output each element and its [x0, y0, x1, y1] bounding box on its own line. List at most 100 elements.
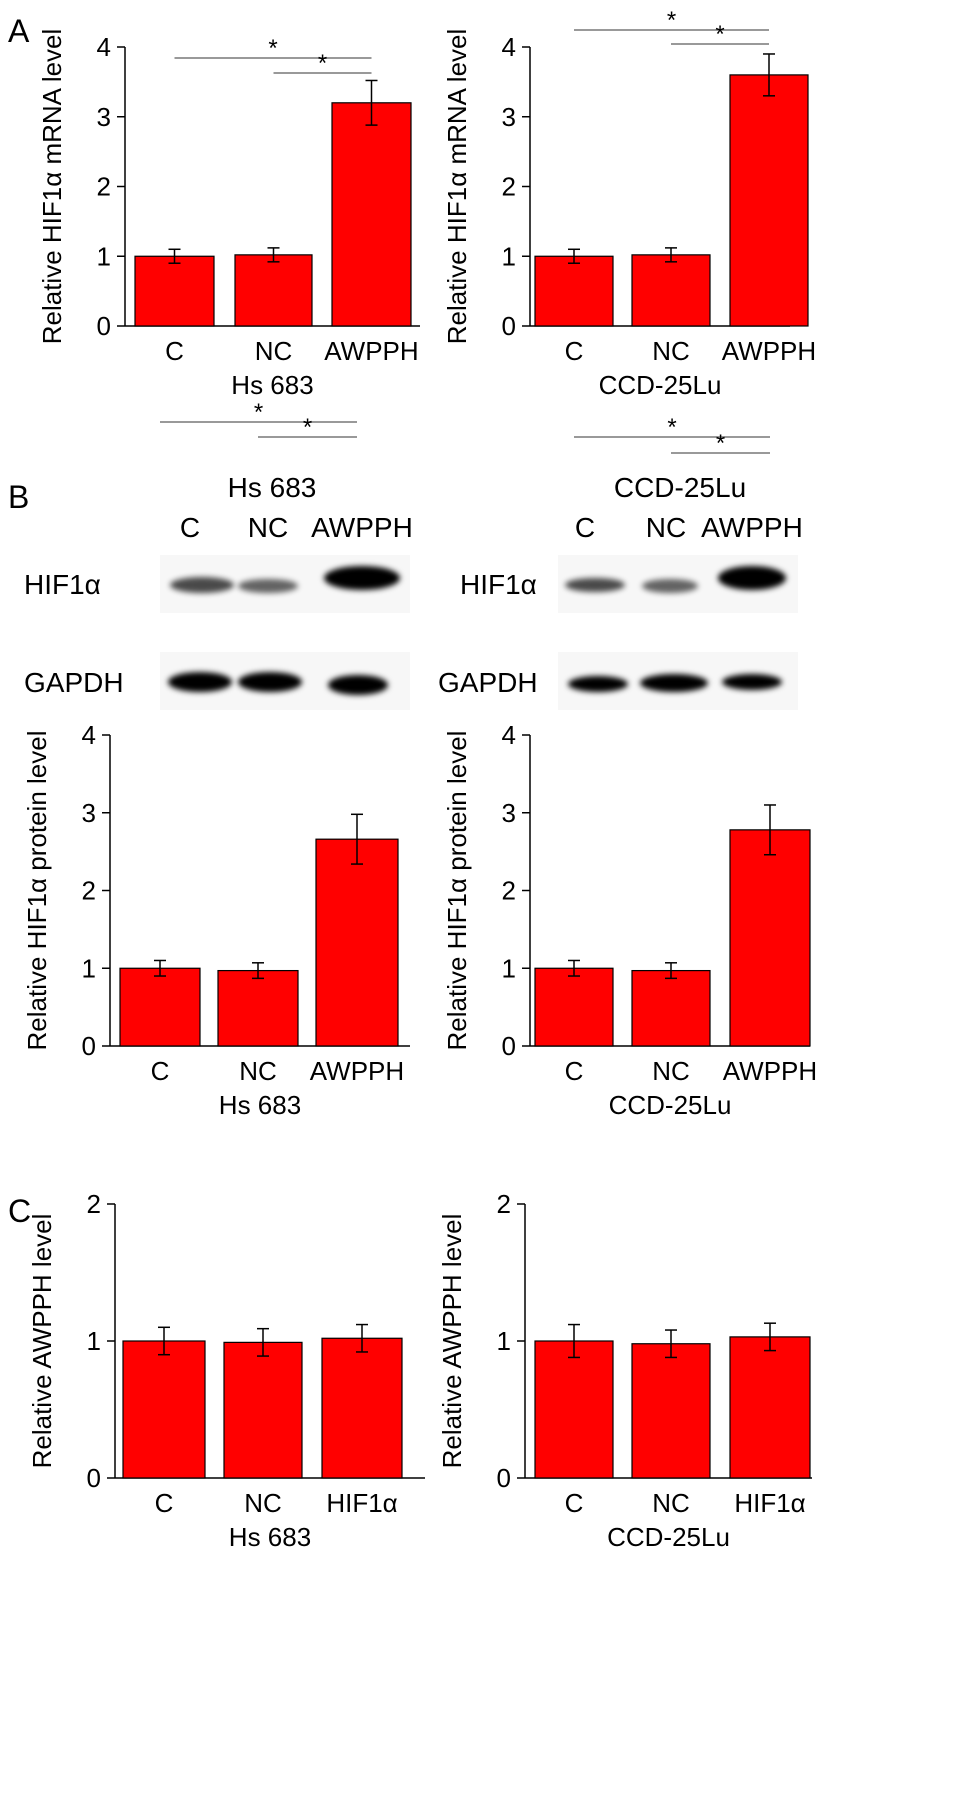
y-tick-label: 0: [502, 311, 516, 341]
bar: [122, 1340, 206, 1479]
significance-star: *: [667, 7, 676, 34]
panel-label-c: C: [8, 1193, 31, 1229]
blot-band: [324, 566, 400, 590]
x-axis-label: Hs 683: [219, 1090, 301, 1120]
y-tick-label: 4: [82, 720, 96, 750]
chart-mrna-hs683: 0 1 2 3 4 Relative HIF1α mRNA level C NC AWPPH Hs…: [37, 29, 420, 400]
significance-star: *: [254, 399, 263, 426]
blot-lane-label: AWPPH: [311, 512, 413, 543]
y-axis-label: Relative HIF1α protein level: [442, 731, 472, 1051]
y-tick-label: 2: [502, 876, 516, 906]
y-tick-label: 1: [82, 953, 96, 983]
y-axis-label: Relative HIF1α mRNA level: [37, 29, 67, 345]
blot-lane-label: C: [180, 512, 200, 543]
blot-band: [328, 675, 388, 695]
blot-band: [640, 674, 708, 692]
panel-label-a: A: [8, 13, 30, 49]
chart-protein-ccd25lu: 0 1 2 3 4 Relative HIF1α protein level C NC AWPP…: [442, 414, 817, 1120]
significance-star: *: [303, 414, 312, 441]
y-tick-label: 2: [497, 1189, 511, 1219]
bar: [315, 838, 399, 1047]
x-tick-label: AWPPH: [310, 1056, 404, 1086]
blot-row-label: HIF1α: [460, 569, 537, 600]
x-tick-label: NC: [652, 336, 690, 366]
x-tick-label: HIF1α: [734, 1488, 805, 1518]
bar: [729, 829, 811, 1047]
significance-star: *: [667, 414, 676, 441]
x-tick-label: C: [565, 336, 584, 366]
chart-mrna-ccd25lu: 0 1 2 3 4 Relative HIF1α mRNA level C NC AWPPHCC…: [442, 7, 816, 400]
blot-lane-label: NC: [646, 512, 686, 543]
x-tick-label: HIF1α: [326, 1488, 397, 1518]
x-tick-label: C: [155, 1488, 174, 1518]
bar: [631, 969, 711, 1047]
y-axis-label: Relative HIF1α protein level: [22, 731, 52, 1051]
y-tick-label: 4: [502, 32, 516, 62]
bar: [534, 255, 614, 327]
bar: [631, 254, 711, 327]
significance-star: *: [716, 430, 725, 457]
y-tick-label: 3: [97, 102, 111, 132]
y-tick-label: 4: [502, 720, 516, 750]
y-tick-label: 0: [502, 1031, 516, 1061]
y-tick-label: 2: [87, 1189, 101, 1219]
significance-star: *: [318, 50, 327, 77]
bar: [234, 254, 313, 327]
blot-band: [718, 566, 786, 590]
x-axis-label: Hs 683: [231, 370, 313, 400]
bar: [119, 967, 201, 1047]
blot-panel-ccd25lu: CCD-25Lu C NC AWPPH HIF1α GAPDH: [438, 472, 803, 710]
significance-star: *: [715, 21, 724, 48]
blot-lane-label: AWPPH: [701, 512, 803, 543]
x-tick-label: C: [565, 1488, 584, 1518]
bar: [534, 1340, 614, 1479]
y-tick-label: 3: [82, 798, 96, 828]
x-tick-label: NC: [244, 1488, 282, 1518]
y-axis-label: Relative AWPPH level: [437, 1214, 467, 1469]
x-axis-label: CCD-25Lu: [609, 1090, 732, 1120]
blot-lane-label: NC: [248, 512, 288, 543]
y-tick-label: 3: [502, 798, 516, 828]
blot-row-label: GAPDH: [438, 667, 538, 698]
x-axis-label: CCD-25Lu: [607, 1522, 730, 1552]
x-axis-label: CCD-25Lu: [599, 370, 722, 400]
x-axis-label: Hs 683: [229, 1522, 311, 1552]
chart-awpph-hs683: 0 1 2 Relative AWPPH level C NC HIF1α Hs 683: [27, 1189, 425, 1552]
bar: [729, 74, 809, 327]
y-tick-label: 1: [502, 241, 516, 271]
blot-band: [168, 672, 232, 692]
blot-band: [642, 579, 698, 593]
y-axis-label: Relative AWPPH level: [27, 1214, 57, 1469]
bar: [331, 102, 412, 327]
x-tick-label: NC: [652, 1056, 690, 1086]
bar: [217, 969, 299, 1047]
x-tick-label: NC: [255, 336, 293, 366]
y-tick-label: 3: [502, 102, 516, 132]
y-tick-label: 0: [87, 1463, 101, 1493]
x-tick-label: AWPPH: [723, 1056, 817, 1086]
blot-title: Hs 683: [228, 472, 317, 503]
blot-band: [568, 676, 628, 692]
y-axis-label: Relative HIF1α mRNA level: [442, 29, 472, 345]
x-tick-label: C: [151, 1056, 170, 1086]
y-tick-label: 2: [82, 876, 96, 906]
blot-row-label: HIF1α: [24, 569, 101, 600]
x-tick-label: NC: [652, 1488, 690, 1518]
y-tick-label: 2: [97, 172, 111, 202]
blot-band: [238, 672, 302, 692]
y-tick-label: 0: [497, 1463, 511, 1493]
blot-band: [722, 674, 782, 690]
blot-band: [170, 577, 234, 593]
y-tick-label: 0: [97, 311, 111, 341]
y-tick-label: 1: [87, 1326, 101, 1356]
x-tick-label: AWPPH: [324, 336, 418, 366]
bar: [321, 1337, 403, 1479]
blot-lane-label: C: [575, 512, 595, 543]
x-tick-label: C: [165, 336, 184, 366]
y-tick-label: 1: [497, 1326, 511, 1356]
y-tick-label: 2: [502, 172, 516, 202]
blot-band: [238, 579, 298, 593]
bar: [631, 1343, 711, 1479]
